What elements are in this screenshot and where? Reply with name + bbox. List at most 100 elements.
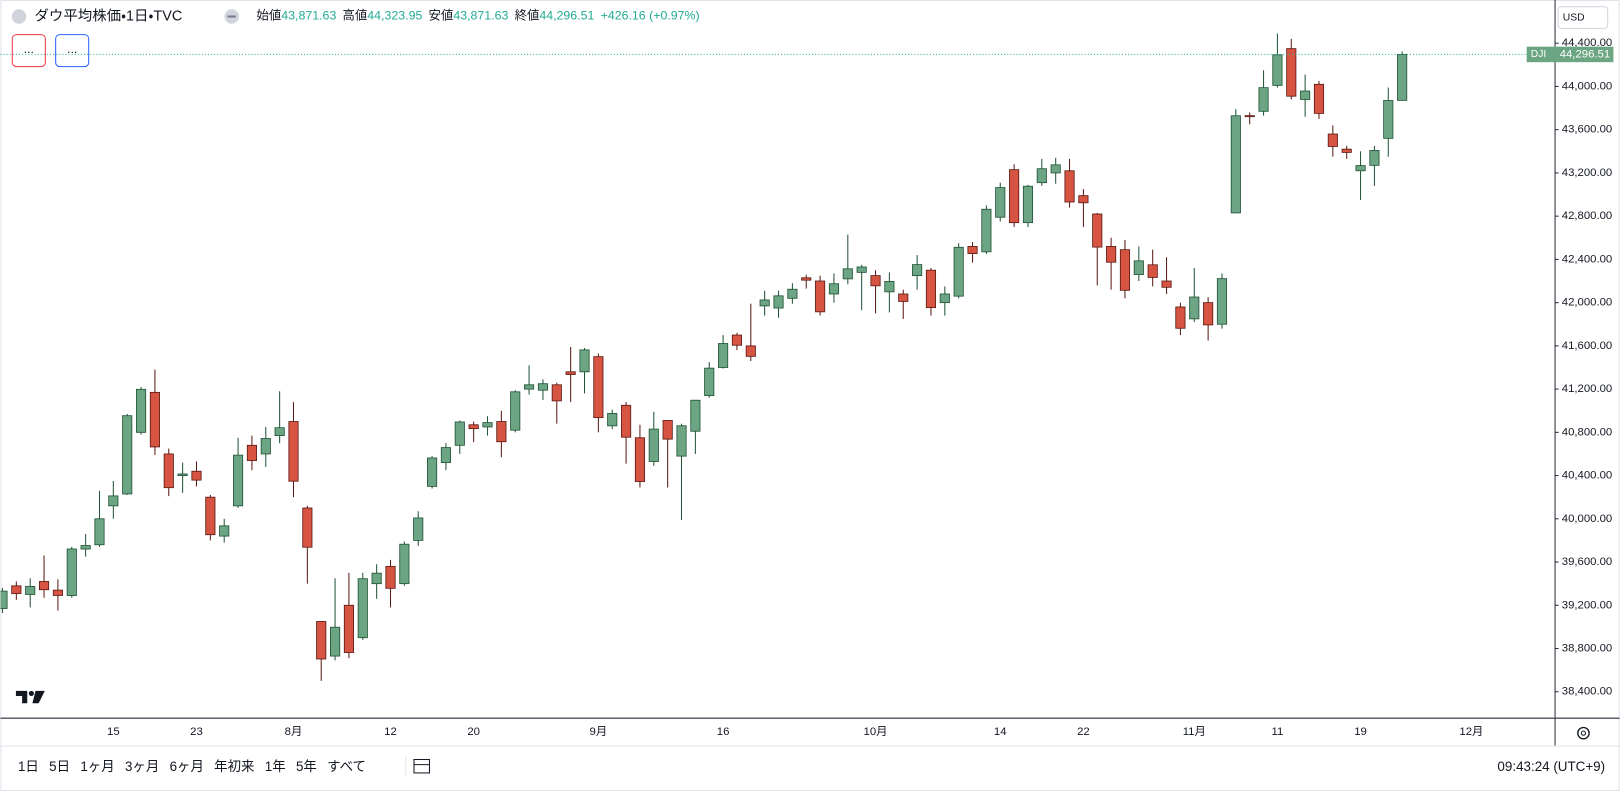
candle-body bbox=[828, 283, 840, 295]
candle-body bbox=[371, 572, 382, 585]
y-tick-label: 41,600.00 bbox=[1562, 340, 1612, 352]
candle-body bbox=[1355, 165, 1366, 172]
candle-body bbox=[496, 421, 507, 443]
candle-body bbox=[1161, 280, 1172, 288]
x-tick-label: 8月 bbox=[285, 726, 303, 738]
candle-body bbox=[163, 453, 174, 489]
x-tick-label: 14 bbox=[994, 726, 1007, 738]
candle-body bbox=[510, 391, 521, 431]
candle-body bbox=[357, 578, 368, 639]
range-button[interactable]: 6ヶ月 bbox=[170, 759, 204, 774]
x-tick-label: 9月 bbox=[590, 726, 608, 738]
last-price-box bbox=[1526, 46, 1614, 63]
candle-body bbox=[690, 399, 701, 432]
x-tick-label: 22 bbox=[1077, 726, 1090, 738]
y-tick-label: 38,800.00 bbox=[1562, 643, 1612, 655]
y-tick-label: 43,600.00 bbox=[1562, 124, 1612, 136]
y-tick-label: 40,000.00 bbox=[1562, 513, 1612, 525]
candle-body bbox=[565, 371, 576, 375]
candle-body bbox=[759, 299, 770, 307]
settings-icon[interactable] bbox=[1577, 726, 1590, 740]
range-button[interactable]: 5年 bbox=[296, 759, 317, 774]
candle-body bbox=[1216, 278, 1228, 325]
date-range-icon[interactable] bbox=[413, 758, 430, 774]
last-price-label: 44,296.51 bbox=[1560, 48, 1610, 60]
currency-button[interactable] bbox=[1557, 6, 1609, 29]
indicator-button[interactable] bbox=[11, 34, 46, 68]
candle-body bbox=[1341, 148, 1352, 153]
x-tick-label: 15 bbox=[107, 726, 120, 738]
candle-body bbox=[1175, 306, 1186, 329]
candle-body bbox=[745, 345, 756, 357]
candle-body bbox=[842, 268, 853, 280]
range-button[interactable]: 1ヶ月 bbox=[80, 759, 114, 774]
candle-body bbox=[648, 428, 659, 462]
y-tick-label: 42,000.00 bbox=[1562, 297, 1612, 309]
candle-body bbox=[801, 277, 812, 281]
range-button[interactable]: 1年 bbox=[265, 759, 286, 774]
range-button[interactable]: 1日 bbox=[18, 759, 39, 774]
collapse-minus bbox=[227, 15, 236, 18]
candle-body bbox=[108, 495, 119, 507]
candle-body bbox=[731, 334, 743, 346]
candle-body bbox=[482, 422, 493, 428]
x-tick-label: 23 bbox=[190, 726, 203, 738]
candle-body bbox=[856, 266, 867, 273]
x-tick-label: 19 bbox=[1354, 726, 1367, 738]
last-price-symbol: DJI bbox=[1531, 49, 1546, 60]
candle-body bbox=[191, 470, 202, 481]
x-tick-label: 16 bbox=[717, 726, 730, 738]
settings-icon-core bbox=[1580, 730, 1587, 736]
candle-body bbox=[1300, 90, 1311, 100]
candle-body bbox=[177, 473, 188, 476]
change: +426.16 (+0.97%) bbox=[601, 9, 700, 23]
candle-body bbox=[981, 208, 992, 253]
candle-body bbox=[662, 420, 673, 440]
range-button[interactable]: すべて bbox=[327, 759, 366, 774]
symbol-icon bbox=[11, 9, 27, 24]
candle-body bbox=[0, 590, 8, 609]
candle-body bbox=[440, 447, 451, 464]
candle-body bbox=[884, 281, 895, 293]
y-tick-label: 39,200.00 bbox=[1562, 599, 1612, 611]
candle-body bbox=[718, 343, 729, 368]
candle-body bbox=[302, 507, 313, 548]
candle-body bbox=[593, 356, 604, 419]
candle-body bbox=[52, 589, 63, 596]
x-tick-label: 20 bbox=[467, 726, 480, 738]
y-tick-label: 42,400.00 bbox=[1562, 253, 1612, 265]
candle-body bbox=[205, 496, 216, 536]
x-tick-label: 12月 bbox=[1459, 726, 1483, 738]
ohlc-value: 44,296.51 bbox=[539, 9, 594, 23]
candle-body bbox=[1119, 249, 1131, 291]
candle-body bbox=[551, 384, 562, 402]
y-tick-label: 43,200.00 bbox=[1562, 167, 1612, 179]
candle-body bbox=[1313, 83, 1325, 114]
x-tick-label: 11月 bbox=[1183, 726, 1206, 738]
candle-body bbox=[260, 438, 271, 455]
candle-body bbox=[1092, 213, 1103, 248]
y-tick-label: 44,000.00 bbox=[1562, 80, 1612, 92]
candle-body bbox=[66, 548, 77, 596]
candle-body bbox=[468, 424, 479, 430]
candle-body bbox=[953, 246, 964, 297]
candle-body bbox=[967, 246, 978, 254]
candle-body bbox=[135, 388, 147, 433]
candle-body bbox=[1036, 168, 1047, 184]
candle-body bbox=[246, 444, 257, 461]
candle-body bbox=[399, 543, 410, 585]
indicator-button[interactable] bbox=[55, 34, 90, 68]
y-tick-label: 40,400.00 bbox=[1562, 470, 1612, 482]
range-button[interactable]: 5日 bbox=[49, 759, 70, 774]
candle-body bbox=[427, 457, 438, 487]
candle-body bbox=[316, 621, 327, 660]
candle-body bbox=[1147, 264, 1158, 278]
candle-body bbox=[1009, 169, 1020, 224]
candle-body bbox=[1189, 296, 1200, 320]
candle-body bbox=[1133, 260, 1144, 275]
candle-body bbox=[330, 626, 341, 657]
range-button[interactable]: 3ヶ月 bbox=[125, 759, 159, 774]
range-button[interactable]: 年初来 bbox=[214, 759, 254, 774]
